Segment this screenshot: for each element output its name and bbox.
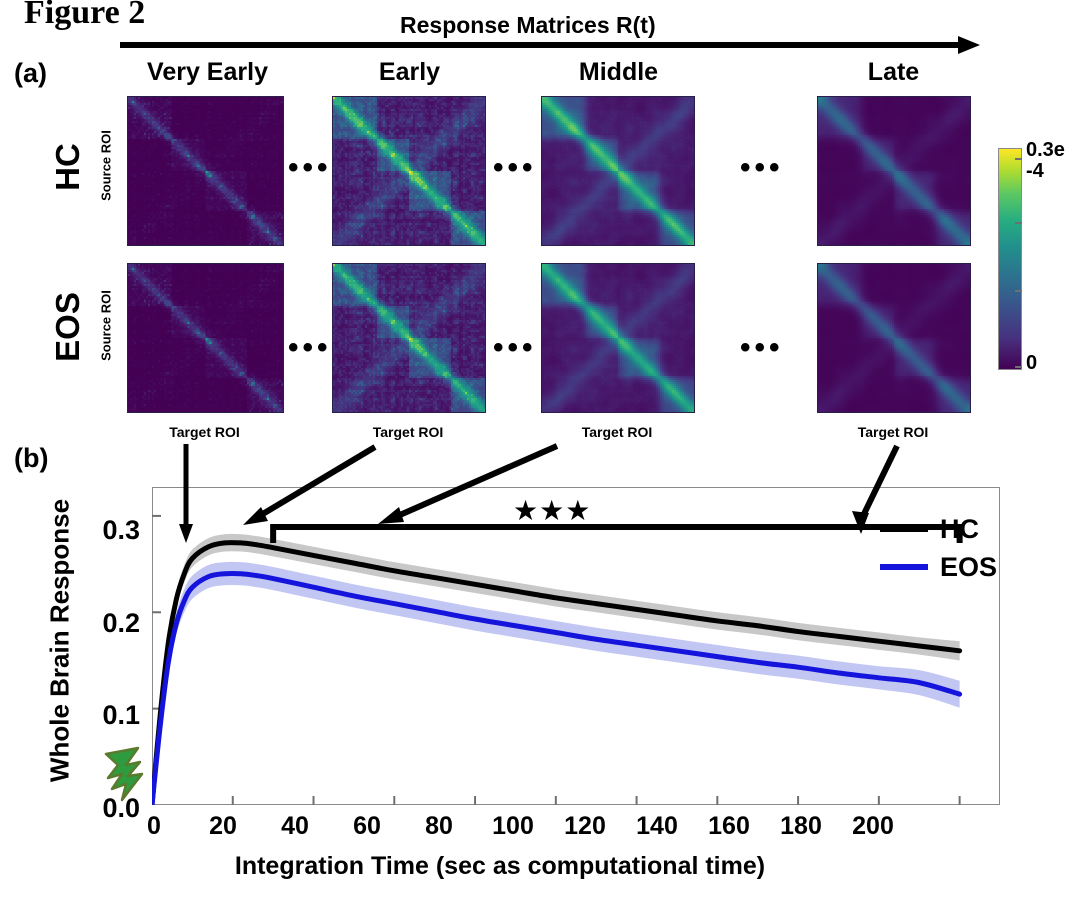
y-tick-0.3: 0.3 <box>102 515 140 545</box>
stage-label-very-early: Very Early <box>147 58 268 86</box>
x-tick-20: 20 <box>209 812 237 840</box>
legend-row-eos: EOS <box>880 548 997 586</box>
matrix-hc-early <box>332 96 486 246</box>
significance-bracket <box>270 524 963 543</box>
colorbar-tick-bottom <box>1015 366 1022 368</box>
colorbar-min-label: 0 <box>1026 352 1038 374</box>
stage-label-early: Early <box>378 58 441 86</box>
x-tick-0: 0 <box>147 812 161 840</box>
target-roi-label-2: Target ROI <box>372 424 444 440</box>
panel-b-label: (b) <box>14 443 49 473</box>
panel-a-label: (a) <box>14 58 47 88</box>
x-tick-40: 40 <box>281 812 309 840</box>
target-roi-label-4: Target ROI <box>857 424 929 440</box>
legend-swatch-hc <box>880 526 928 532</box>
x-tick-160: 160 <box>708 812 750 840</box>
x-tick-80: 80 <box>425 812 453 840</box>
timeline-arrow-icon <box>120 36 980 54</box>
significance-stars: ★★★ <box>513 495 592 526</box>
matrix-eos-middle <box>541 263 695 413</box>
matrix-eos-early <box>332 263 486 413</box>
x-tick-140: 140 <box>636 812 678 840</box>
matrix-eos-late <box>817 263 971 413</box>
figure-title: Figure 2 <box>24 0 146 31</box>
line-eos <box>152 570 963 805</box>
y-tick-0.1: 0.1 <box>102 700 140 730</box>
ellipsis-hc-2: ••• <box>493 151 537 184</box>
line-hc <box>152 540 963 805</box>
ellipsis-eos-3: ••• <box>740 331 784 364</box>
x-tick-180: 180 <box>780 812 822 840</box>
matrix-hc-very-early <box>127 96 284 246</box>
group-label-hc: HC <box>49 143 86 191</box>
legend-label-eos: EOS <box>940 551 998 582</box>
matrix-eos-very-early <box>127 263 284 413</box>
x-axis-label: Integration Time (sec as computational t… <box>234 852 766 880</box>
source-roi-label-eos: Source ROI <box>98 290 114 361</box>
y-tick-0.2: 0.2 <box>102 608 140 638</box>
colorbar-tick-top <box>1015 158 1022 160</box>
target-roi-label-1: Target ROI <box>169 424 240 440</box>
x-tick-200: 200 <box>852 812 894 840</box>
colorbar-max-label: 0.3e -4 <box>1026 140 1065 182</box>
ellipsis-eos-2: ••• <box>493 331 537 364</box>
matrix-hc-middle <box>541 96 695 246</box>
chart-legend: HC EOS <box>880 510 997 586</box>
response-matrices-title: Response Matrices R(t) <box>400 12 656 38</box>
x-tick-60: 60 <box>353 812 381 840</box>
line-chart <box>152 514 963 805</box>
stage-label-late: Late <box>867 58 920 86</box>
colorbar-max-mantissa: 0.3e <box>1026 139 1065 161</box>
source-roi-label-hc: Source ROI <box>98 130 114 201</box>
legend-row-hc: HC <box>880 510 997 548</box>
colorbar-max-exponent: -4 <box>1026 160 1044 182</box>
colorbar-tick-mid-lower <box>1015 290 1022 292</box>
colorbar <box>998 148 1022 370</box>
legend-label-hc: HC <box>940 513 979 544</box>
y-tick-0.0: 0.0 <box>102 793 140 823</box>
ellipsis-hc-1: ••• <box>288 151 332 184</box>
colorbar-tick-mid-upper <box>1015 222 1022 224</box>
matrix-hc-late <box>817 96 971 246</box>
stage-label-middle: Middle <box>578 58 659 86</box>
target-roi-label-3: Target ROI <box>581 424 653 440</box>
x-tick-100: 100 <box>492 812 534 840</box>
ellipsis-hc-3: ••• <box>740 151 784 184</box>
ellipsis-eos-1: ••• <box>288 331 332 364</box>
x-tick-120: 120 <box>564 812 606 840</box>
legend-swatch-eos <box>880 564 928 570</box>
group-label-eos: EOS <box>49 292 86 362</box>
